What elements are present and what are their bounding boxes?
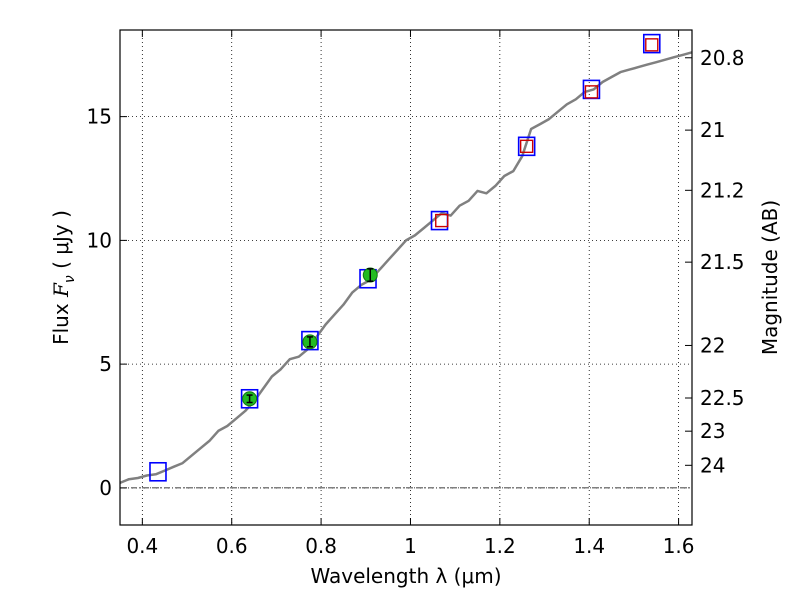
model-photometry-point [149, 461, 167, 482]
grid-layer [120, 30, 692, 525]
magnitude-tick-label: 21.5 [700, 250, 745, 274]
plot-frame [119, 29, 693, 526]
x-tick-label: 1.2 [484, 534, 516, 558]
magnitude-tick-label: 21.2 [700, 178, 745, 202]
magnitude-tick-label: 21 [700, 118, 725, 142]
magnitude-tick-label: 23 [700, 419, 725, 443]
magnitude-tick-label: 24 [700, 453, 725, 477]
model-photometry-point [240, 388, 259, 409]
series-layer [119, 33, 693, 485]
x-tick-label: 0.4 [126, 534, 158, 558]
spectrum-line [119, 51, 693, 485]
magnitude-tick-label: 22.5 [700, 386, 745, 410]
ticks-layer: 0.4 0.6 0.8 1 1.2 1.4 1.6 0 5 10 15 20.8 21 21.2 21.5 2… [87, 30, 745, 558]
model-photometry-point [642, 33, 661, 54]
x-tick-label: 1 [404, 534, 417, 558]
y-axis-title-units: ( μJy ) [49, 210, 73, 275]
y-tick-label: 5 [99, 352, 112, 376]
model-photometry-point [517, 136, 536, 157]
extrapolated-photometry-point [584, 85, 599, 99]
y-tick-label: 15 [87, 105, 112, 129]
model-photometry-point [301, 330, 319, 351]
x-tick-label: 0.6 [216, 534, 248, 558]
x-tick-label: 1.4 [573, 534, 605, 558]
extrapolated-photometry-point [435, 213, 449, 228]
y-tick-label: 10 [87, 228, 112, 252]
extrapolated-photometry-point [645, 38, 659, 52]
magnitude-tick-label: 20.8 [700, 46, 745, 70]
y-axis-title-symbol: F [49, 282, 73, 298]
y-axis-title-prefix: Flux [49, 297, 73, 345]
magnitude-tick-label: 22 [700, 333, 725, 357]
y-axis-title-subscript: ν [62, 275, 78, 283]
x-tick-label: 0.8 [305, 534, 337, 558]
extrapolated-photometry-point [519, 139, 534, 154]
x-axis-title: Wavelength λ (μm) [310, 564, 501, 588]
x-tick-label: 1.6 [663, 534, 695, 558]
y-tick-label: 0 [99, 476, 112, 500]
magnitude-axis-title: Magnitude (AB) [758, 200, 782, 355]
y-axis-title: Flux Fν ( μJy ) [49, 210, 78, 345]
